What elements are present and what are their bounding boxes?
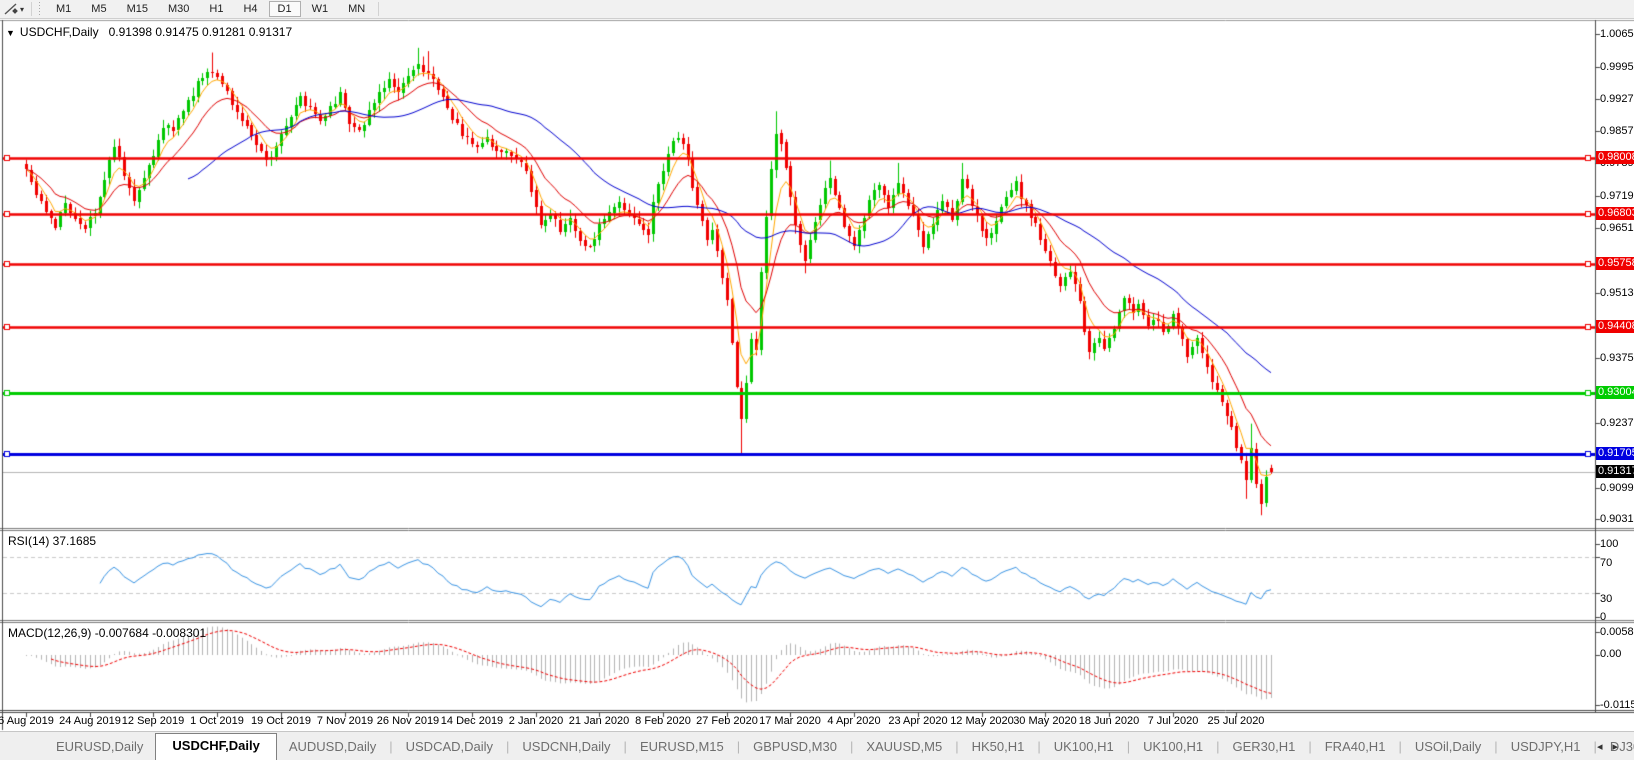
timeframe-button-h4[interactable]: H4 xyxy=(243,3,258,15)
macd-pane-header: MACD(12,26,9) -0.007684 -0.008301 xyxy=(8,626,207,640)
chart-title: ▼ USDCHF,Daily 0.91398 0.91475 0.91281 0.9… xyxy=(6,25,292,39)
toolbar-separator xyxy=(378,2,380,16)
tab-separator: | xyxy=(955,739,959,754)
timeframe-toolbar: ▾ M1 M5 M15 M30 H1 H4 D1 W1 MN xyxy=(0,0,1634,19)
symbol-tab-gbpusd-m30[interactable]: GBPUSD,M30 xyxy=(753,739,837,754)
tab-separator: | xyxy=(849,739,854,754)
symbol-tab-usdcnh-daily[interactable]: USDCNH,Daily xyxy=(522,739,611,754)
tab-separator: | xyxy=(506,739,510,754)
tab-separator: | xyxy=(736,739,741,754)
symbol-tab-ger30-h1[interactable]: GER30,H1 xyxy=(1232,739,1296,754)
timeframe-button-m30[interactable]: M30 xyxy=(167,3,190,15)
symbol-tab-eurusd-daily[interactable]: EURUSD,Daily xyxy=(56,739,144,754)
tab-scrollers: ◂▸ xyxy=(1597,740,1628,753)
chart-ohlc-values: 0.91398 0.91475 0.91281 0.91317 xyxy=(108,25,293,39)
timeframe-button-d1[interactable]: D1 xyxy=(268,1,301,17)
tab-scroll-left-icon[interactable]: ◂ xyxy=(1596,741,1613,753)
symbol-tab-usdjpy-h1[interactable]: USDJPY,H1 xyxy=(1510,739,1581,754)
rsi-pane-header: RSI(14) 37.1685 xyxy=(8,534,97,548)
symbol-tab-fra40-h1[interactable]: FRA40,H1 xyxy=(1324,739,1386,754)
symbol-tab-dj30-m15[interactable]: DJ30,M15 xyxy=(1609,739,1634,754)
symbol-tab-usdchf-daily[interactable]: USDCHF,Daily xyxy=(155,733,277,760)
toolbar-grip-handle[interactable] xyxy=(37,2,43,16)
symbol-tab-uk100-h1[interactable]: UK100,H1 xyxy=(1143,739,1204,754)
tab-separator: | xyxy=(1037,739,1041,754)
symbol-tab-bar: EURUSD,Daily USDCHF,Daily AUDUSD,Daily | USD… xyxy=(0,731,1634,760)
chart-symbol-label: USDCHF,Daily xyxy=(19,25,99,39)
tab-separator: | xyxy=(1308,739,1312,754)
timeframe-button-mn[interactable]: MN xyxy=(348,3,366,15)
symbol-tab-usoil-daily[interactable]: USOil,Daily xyxy=(1414,739,1482,754)
symbol-tab-xauusd-m5[interactable]: XAUUSD,M5 xyxy=(866,739,943,754)
symbol-tab-uk100-h1[interactable]: UK100,H1 xyxy=(1053,739,1114,754)
symbol-tabs: EURUSD,Daily USDCHF,Daily AUDUSD,Daily | USD… xyxy=(44,733,1634,760)
tab-separator: | xyxy=(1494,739,1498,754)
line-draw-tool-icon[interactable] xyxy=(3,2,19,16)
symbol-tab-audusd-daily[interactable]: AUDUSD,Daily xyxy=(288,739,377,754)
timeframe-button-h1[interactable]: H1 xyxy=(209,3,224,15)
tab-separator: | xyxy=(1593,739,1597,754)
symbol-tab-usdcad-daily[interactable]: USDCAD,Daily xyxy=(405,739,494,754)
timeframe-buttons: M1 M5 M15 M30 H1 H4 D1 W1 MN xyxy=(46,1,375,17)
timeframe-button-w1[interactable]: W1 xyxy=(311,3,329,15)
tab-separator: | xyxy=(389,739,393,754)
tab-separator: | xyxy=(623,739,627,754)
draw-tool-dropdown-caret[interactable]: ▾ xyxy=(20,4,25,14)
chart-collapse-caret[interactable]: ▼ xyxy=(6,28,15,38)
timeframe-button-m1[interactable]: M1 xyxy=(56,3,72,15)
symbol-tab-eurusd-m15[interactable]: EURUSD,M15 xyxy=(639,739,724,754)
tab-scroll-right-icon[interactable]: ▸ xyxy=(1612,741,1628,753)
symbol-tab-hk50-h1[interactable]: HK50,H1 xyxy=(971,739,1025,754)
timeframe-button-m15[interactable]: M15 xyxy=(126,3,148,15)
toolbar-separator xyxy=(31,2,33,16)
timeframe-button-m5[interactable]: M5 xyxy=(91,3,107,15)
tab-separator: | xyxy=(1216,739,1220,754)
tab-separator: | xyxy=(1398,739,1402,754)
tab-separator: | xyxy=(1126,739,1131,754)
